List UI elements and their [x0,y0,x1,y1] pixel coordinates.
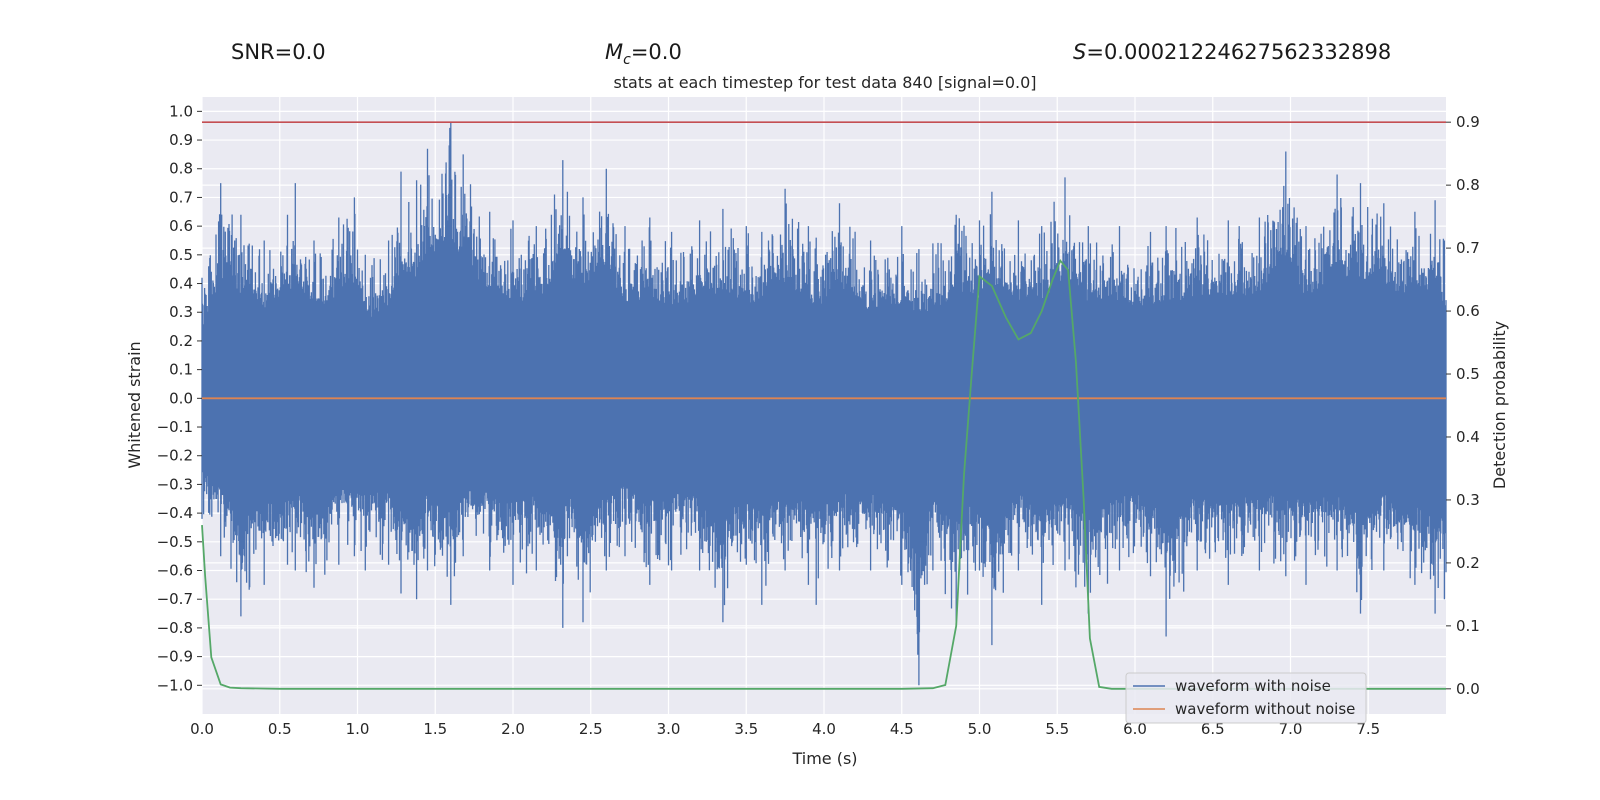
y-tick-label: 0.6 [169,217,193,235]
y2-tick-label: 0.9 [1456,113,1480,131]
y2-tick-label: 0.6 [1456,302,1480,320]
y2-tick-label: 0.0 [1456,680,1480,698]
y-tick-label: 0.1 [169,361,193,379]
y2-tick-label: 0.7 [1456,239,1480,257]
y-tick-label: −1.0 [157,676,193,694]
y-tick-label: −0.4 [157,504,193,522]
y-tick-label: 0.3 [169,303,193,321]
x-tick-label: 6.5 [1201,720,1225,738]
x-tick-label: 7.0 [1279,720,1303,738]
x-tick-label: 3.0 [657,720,681,738]
chart-title: stats at each timestep for test data 840… [613,73,1036,92]
s-symbol: S [1073,40,1087,64]
legend: waveform with noise waveform without noi… [1125,672,1367,724]
series-detection-probability [201,258,1446,690]
x-tick-label: 6.0 [1123,720,1147,738]
x-tick-label: 1.5 [423,720,447,738]
snr-value: SNR=0.0 [231,40,326,64]
x-tick-label: 2.0 [501,720,525,738]
y2-axis-label: Detection probability [1490,321,1509,489]
y-tick-label: 1.0 [169,102,193,120]
y-axis-label: Whitened strain [125,341,144,468]
y-tick-label: −0.6 [157,562,193,580]
x-axis-label: Time (s) [791,749,857,768]
y2-tick-label: 0.1 [1456,617,1480,635]
x-tick-label: 7.5 [1356,720,1380,738]
y-tick-label: −0.8 [157,619,193,637]
chirp-mass-stat: Mc=0.0 [605,40,682,68]
chirp-mass-symbol: M [605,40,624,64]
y-tick-label: −0.5 [157,533,193,551]
tick-layer: 0.0 0.5 1.0 1.5 2.0 2.5 3.0 3.5 4.0 4.5 5.0 5.5 6.0 6… [157,102,1480,738]
s-value: =0.00021224627562332898 [1086,40,1392,64]
x-tick-label: 5.5 [1045,720,1069,738]
x-tick-label: 2.5 [579,720,603,738]
y-tick-label: −0.9 [157,648,193,666]
y-tick-label: 0.9 [169,131,193,149]
s-stat: S=0.00021224627562332898 [1073,40,1391,64]
x-tick-label: 0.0 [190,720,214,738]
x-tick-label: 4.0 [812,720,836,738]
chirp-mass-subscript: c [623,52,631,68]
y-tick-label: −0.3 [157,475,193,493]
legend-box [1125,672,1367,724]
legend-label-clean: waveform without noise [1175,700,1355,718]
x-tick-label: 0.5 [268,720,292,738]
y-tick-label: 0.5 [169,246,193,264]
x-tick-label: 5.0 [968,720,992,738]
x-tick-label: 1.0 [346,720,370,738]
series-layer [201,121,1447,690]
y-tick-label: 0.7 [169,188,193,206]
legend-label-noise: waveform with noise [1175,677,1331,695]
y-tick-label: 0.2 [169,332,193,350]
y-tick-label: 0.0 [169,389,193,407]
series-waveform-with-noise [201,122,1447,686]
y2-tick-label: 0.3 [1456,491,1480,509]
y-tick-label: 0.8 [169,160,193,178]
y-tick-label: 0.4 [169,275,193,293]
y-tick-label: −0.7 [157,590,193,608]
y2-tick-label: 0.4 [1456,428,1480,446]
x-tick-label: 3.5 [734,720,758,738]
y-tick-label: −0.1 [157,418,193,436]
x-tick-label: 4.5 [890,720,914,738]
snr-stat: SNR=0.0 [231,40,326,64]
chirp-mass-value: =0.0 [630,40,682,64]
y-tick-label: −0.2 [157,447,193,465]
y2-tick-label: 0.8 [1456,176,1480,194]
y2-tick-label: 0.2 [1456,554,1480,572]
y2-tick-label: 0.5 [1456,365,1480,383]
